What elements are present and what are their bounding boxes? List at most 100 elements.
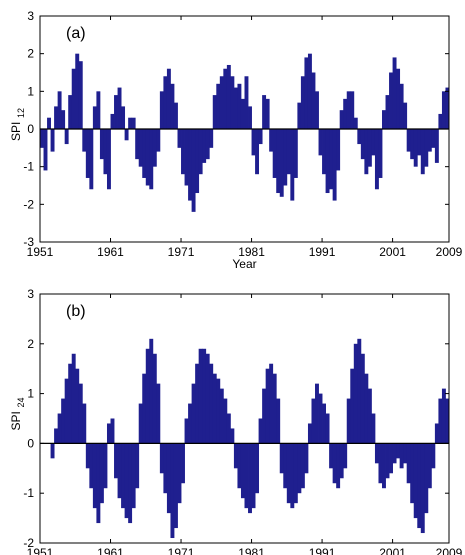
spi-bar-a bbox=[322, 129, 326, 175]
spi-bar-b bbox=[135, 443, 140, 489]
spi-bar-b bbox=[71, 353, 76, 444]
spi-bar-a bbox=[269, 129, 274, 152]
x-tick-label-b: 2001 bbox=[379, 546, 406, 555]
spi-bar-b bbox=[138, 403, 143, 444]
x-tick-label-b: 1951 bbox=[27, 546, 54, 555]
spi-bar-b bbox=[307, 423, 312, 444]
spi-bar-b bbox=[244, 443, 249, 509]
spi-bar-a bbox=[403, 102, 408, 129]
spi-bar-b bbox=[434, 423, 439, 444]
spi-bar-a bbox=[353, 117, 358, 129]
spi-bar-a bbox=[166, 68, 171, 129]
spi-bar-a bbox=[258, 129, 263, 145]
spi-bar-a bbox=[209, 129, 214, 148]
x-tick-label-b: 1961 bbox=[97, 546, 124, 555]
spi-bar-b bbox=[427, 443, 432, 489]
spi-bar-b bbox=[339, 443, 344, 479]
spi-bar-b bbox=[336, 443, 341, 489]
spi-bar-b bbox=[128, 443, 133, 524]
x-axis-label-a: Year bbox=[232, 257, 256, 271]
y-axis-label-main-b: SPI bbox=[9, 411, 23, 430]
y-axis-label-sub-b: 24 bbox=[16, 397, 26, 407]
spi-bar-b bbox=[145, 348, 150, 444]
panel-label-a: (a) bbox=[66, 25, 86, 42]
spi-bar-b bbox=[184, 418, 189, 444]
x-tick-label-a: 2001 bbox=[379, 245, 406, 259]
spi-bar-a bbox=[184, 129, 189, 186]
spi-bar-a bbox=[300, 76, 305, 129]
spi-bar-a bbox=[374, 129, 379, 190]
spi-bar-a bbox=[92, 106, 97, 129]
y-tick-label-a: 3 bbox=[27, 9, 34, 23]
spi-bar-a bbox=[318, 129, 323, 156]
x-tick-label-a: 1981 bbox=[238, 245, 265, 259]
spi-bar-a bbox=[396, 68, 401, 129]
spi-bar-a bbox=[170, 83, 175, 129]
spi-bar-b bbox=[181, 443, 185, 484]
spi-bar-b bbox=[170, 443, 175, 539]
spi-bar-a bbox=[378, 129, 383, 178]
spi-bar-b bbox=[413, 443, 418, 519]
spi-bar-b bbox=[290, 443, 295, 509]
spi-bar-a bbox=[202, 129, 207, 163]
spi-bar-b bbox=[300, 443, 305, 489]
spi-bar-a bbox=[279, 129, 284, 197]
spi-bar-b bbox=[293, 443, 298, 504]
spi-bar-b bbox=[304, 443, 309, 474]
spi-bar-a bbox=[339, 110, 344, 129]
spi-bar-a bbox=[244, 76, 249, 129]
spi-bar-b bbox=[286, 443, 291, 504]
spi-bar-b bbox=[332, 443, 337, 484]
spi-bar-b bbox=[392, 443, 397, 464]
spi-bar-b bbox=[237, 443, 242, 489]
spi-bar-b bbox=[343, 443, 348, 469]
spi-bar-b bbox=[61, 398, 66, 444]
spi-bar-a bbox=[145, 129, 150, 186]
y-tick-label-b: 1 bbox=[27, 387, 34, 401]
spi-bar-a bbox=[188, 129, 193, 201]
spi-bar-a bbox=[106, 129, 111, 190]
spi-bar-b bbox=[202, 348, 207, 444]
spi-bar-a bbox=[191, 129, 196, 212]
spi-bar-b bbox=[240, 443, 245, 499]
spi-bar-b bbox=[163, 443, 168, 494]
y-tick-label-a: -1 bbox=[23, 160, 34, 174]
spi-bar-a bbox=[357, 129, 362, 145]
spi-bar-a bbox=[438, 113, 443, 129]
spi-bar-b bbox=[68, 363, 73, 444]
spi-bar-a bbox=[212, 95, 217, 129]
spi-bar-a bbox=[410, 129, 415, 160]
spi-bar-a bbox=[61, 110, 66, 129]
spi-bar-a bbox=[248, 106, 252, 129]
spi-bar-a bbox=[290, 129, 295, 201]
spi-bar-a bbox=[138, 129, 143, 167]
spi-bar-b bbox=[431, 443, 436, 469]
spi-bar-a bbox=[265, 98, 270, 129]
spi-bar-b bbox=[82, 403, 87, 444]
spi-bar-a bbox=[233, 87, 238, 129]
spi-bar-a bbox=[177, 129, 182, 148]
spi-bar-a bbox=[251, 129, 256, 156]
spi-bar-a bbox=[82, 129, 87, 152]
spi-bar-b bbox=[315, 383, 319, 444]
spi-bar-a bbox=[297, 102, 302, 129]
spi-bar-a bbox=[427, 129, 432, 152]
spi-bar-b bbox=[117, 443, 122, 499]
spi-bar-b bbox=[420, 443, 425, 534]
spi-bar-a bbox=[219, 76, 224, 129]
spi-bar-b bbox=[385, 443, 390, 479]
spi-bar-b bbox=[78, 383, 83, 444]
spi-bar-b bbox=[318, 393, 323, 444]
spi-bar-a bbox=[124, 129, 129, 141]
spi-bar-a bbox=[99, 129, 104, 160]
spi-bar-a bbox=[68, 95, 73, 129]
spi-bar-b bbox=[216, 378, 221, 444]
spi-bar-a bbox=[364, 129, 369, 175]
spi-bar-b bbox=[233, 443, 238, 469]
spi-bar-b bbox=[96, 443, 101, 524]
y-axis-label-b: SPI 24 bbox=[9, 397, 26, 430]
spi-bar-b bbox=[396, 443, 401, 459]
spi-bar-a bbox=[128, 117, 133, 129]
spi-bar-a bbox=[96, 91, 101, 129]
